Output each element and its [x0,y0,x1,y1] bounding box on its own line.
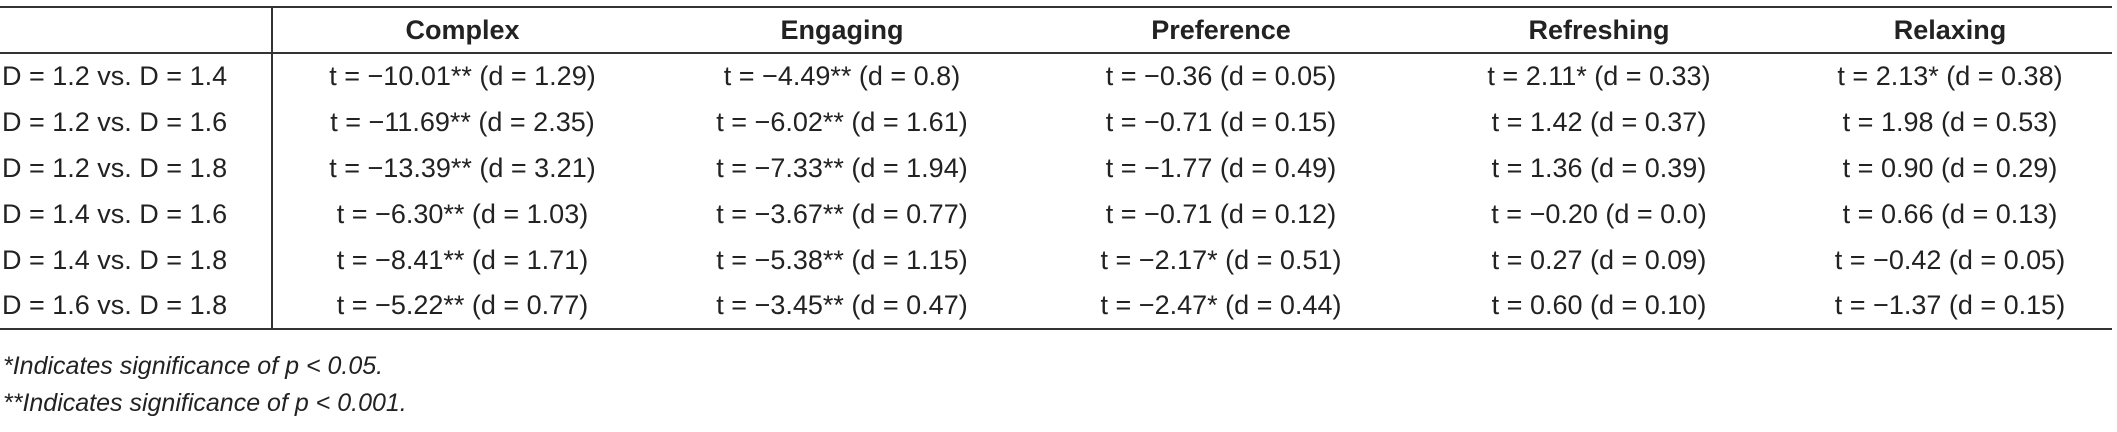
table-cell: t = −1.37 (d = 0.15) [1788,283,2112,330]
row-label: D = 1.6 vs. D = 1.8 [0,283,273,330]
table-cell: t = −8.41** (d = 1.71) [336,244,589,275]
column-header-refreshing: Refreshing [1410,6,1788,54]
footnote-significance-p001: **Indicates significance of p < 0.001. [3,389,407,417]
comparison-table: Complex Engaging Preference Refreshing R… [0,6,2112,330]
table-cell: t = −4.49** (d = 0.8) [723,61,961,91]
table-cell: t = 0.27 (d = 0.09) [1491,244,1707,275]
table-cell: t = 0.66 (d = 0.13) [1842,198,2058,229]
table-cell: t = 0.60 (d = 0.10) [1410,283,1788,330]
row-label: D = 1.4 vs. D = 1.8 [0,237,273,283]
table-cell: t = −11.69** (d = 2.35) [330,106,595,137]
table-cell: t = −2.17* (d = 0.51) [1100,244,1342,275]
table-cell: t = −13.39** (d = 3.21) [329,152,596,183]
table-cell: t = −0.42 (d = 0.05) [1834,244,2066,275]
header-corner [0,6,273,54]
table-cell: t = −0.20 (d = 0.0) [1491,198,1707,229]
column-header-complex: Complex [272,6,652,54]
table-cell: t = −7.33** (d = 1.94) [716,152,968,183]
table-cell: t = −3.67** (d = 0.77) [716,198,968,229]
table-cell: t = −1.77 (d = 0.49) [1105,152,1337,183]
column-header-engaging: Engaging [652,6,1032,54]
table-cell: t = −5.22** (d = 0.77) [272,283,652,330]
header-row: Complex Engaging Preference Refreshing R… [0,6,2112,54]
row-label: D = 1.2 vs. D = 1.6 [0,99,273,145]
table-row: D = 1.2 vs. D = 1.4 t = −10.01** (d = 1.… [0,53,2112,99]
row-label: D = 1.4 vs. D = 1.6 [0,191,273,237]
table-row: D = 1.2 vs. D = 1.6 t = −11.69** (d = 2.… [0,99,2112,145]
table-cell: t = −0.71 (d = 0.12) [1105,198,1337,229]
table-row: D = 1.4 vs. D = 1.6 t = −6.30** (d = 1.0… [0,191,2112,237]
table-cell: t = 1.36 (d = 0.39) [1491,152,1707,183]
footnote-significance-p05: *Indicates significance of p < 0.05. [3,352,384,380]
table-cell: t = −2.47* (d = 0.44) [1032,283,1410,330]
table-row: D = 1.6 vs. D = 1.8 t = −5.22** (d = 0.7… [0,283,2112,330]
table-row: D = 1.4 vs. D = 1.8 t = −8.41** (d = 1.7… [0,237,2112,283]
table-cell: t = −6.02** (d = 1.61) [716,106,968,137]
table-cell: t = −6.30** (d = 1.03) [336,198,589,229]
table-cell: t = −3.45** (d = 0.47) [652,283,1032,330]
table-cell: t = −0.36 (d = 0.05) [1105,61,1337,91]
row-label: D = 1.2 vs. D = 1.4 [0,53,273,99]
table-cell: t = −5.38** (d = 1.15) [716,244,968,275]
table-cell: t = 0.90 (d = 0.29) [1842,152,2058,183]
table-row: D = 1.2 vs. D = 1.8 t = −13.39** (d = 3.… [0,145,2112,191]
table-cell: t = −10.01** (d = 1.29) [329,61,596,91]
table-cell: t = −0.71 (d = 0.15) [1105,106,1337,137]
table-cell: t = 1.42 (d = 0.37) [1491,106,1707,137]
row-label: D = 1.2 vs. D = 1.8 [0,145,273,191]
column-header-relaxing: Relaxing [1788,6,2112,54]
table-cell: t = 2.11* (d = 0.33) [1487,61,1711,91]
table-cell: t = 2.13* (d = 0.38) [1837,61,2063,91]
table-cell: t = 1.98 (d = 0.53) [1842,106,2058,137]
table-footnotes: *Indicates significance of p < 0.05. **I… [3,348,407,422]
column-header-preference: Preference [1032,6,1410,54]
